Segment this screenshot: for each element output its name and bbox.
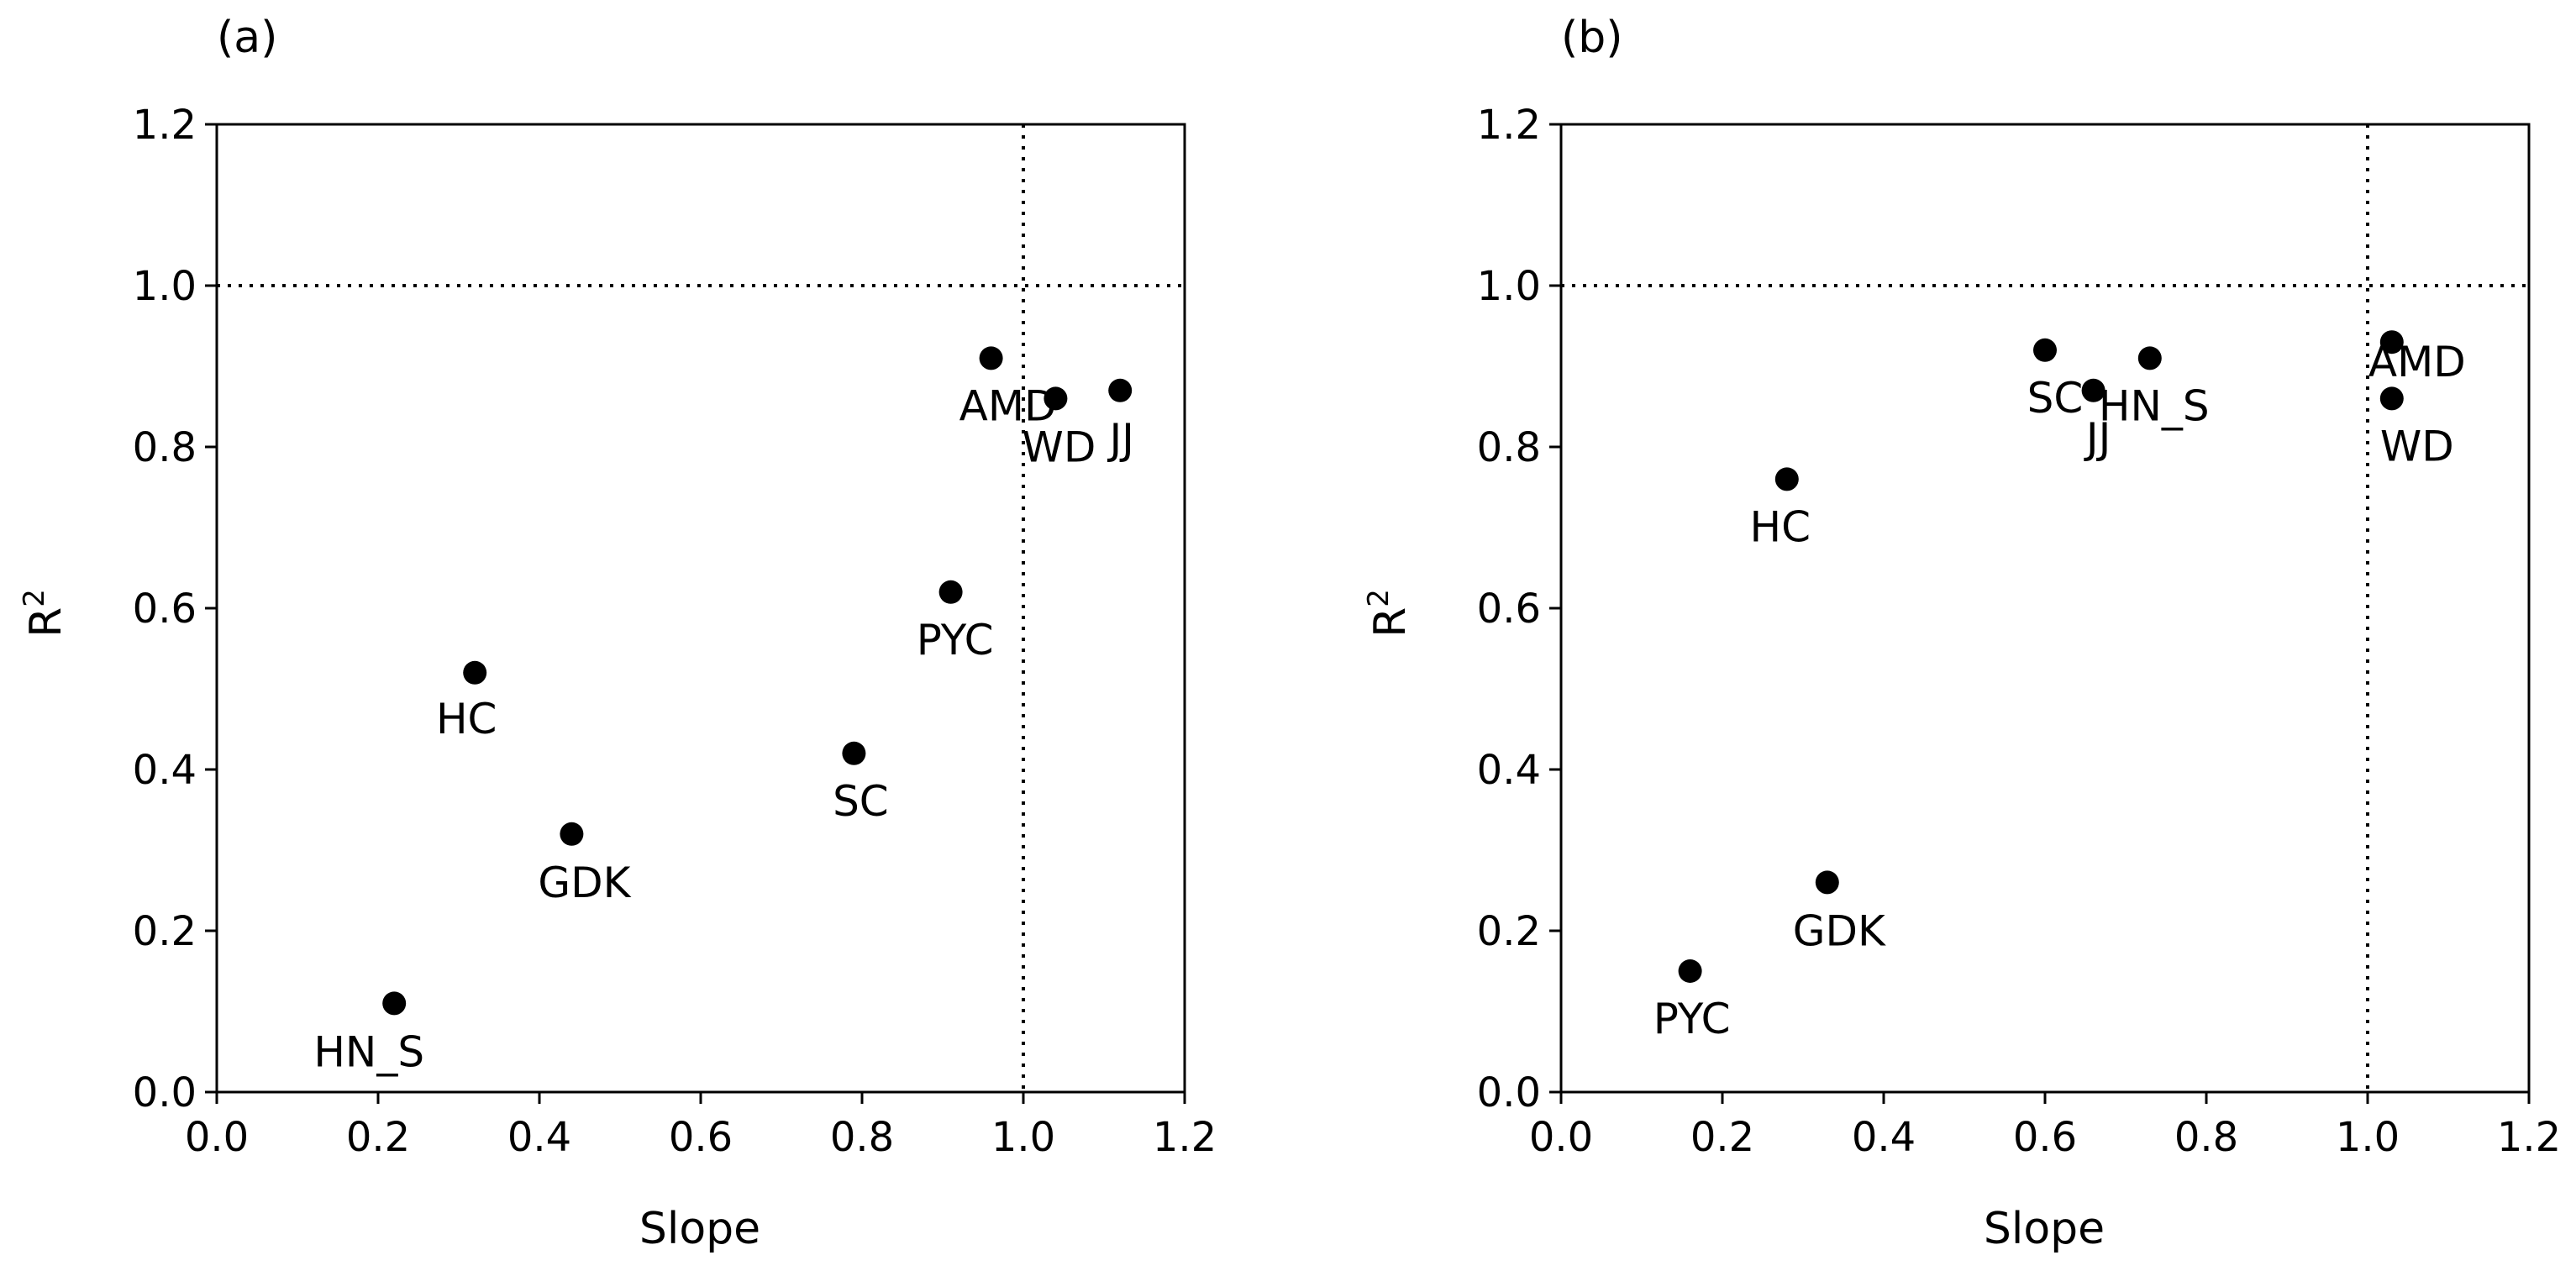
data-point-pyc [1678,959,1702,983]
x-tick-label: 0.8 [830,1114,894,1161]
x-tick-label: 0.6 [2013,1114,2077,1161]
panel-a-plot-elements: 0.0 0.2 0.4 0.6 0.8 1.0 1.2 0.0 0.2 0.4 0.6 0.8 1.0 1… [133,102,1217,1161]
y-tick-label: 0.2 [1477,908,1541,955]
data-point-hn-s [382,991,407,1016]
point-label: AMD [2368,338,2466,386]
point-label: WD [2380,422,2454,470]
x-tick-label: 1.2 [2497,1114,2561,1161]
y-tick-label: 0.0 [133,1069,197,1116]
y-tick-label: 1.2 [1477,102,1541,149]
y-tick-label: 0.6 [133,586,197,633]
point-label: SC [2027,374,2084,423]
x-tick-label: 0.2 [346,1114,410,1161]
point-label: HN_S [2099,381,2210,430]
point-label: HN_S [313,1027,424,1076]
data-point-gdk [560,822,584,846]
data-point-hc [463,660,487,685]
y-tick-label: 0.4 [133,747,197,794]
point-label: WD [1022,423,1096,471]
point-label: GDK [538,859,631,907]
y-tick-label: 1.0 [133,263,197,310]
x-tick-label: 0.4 [1852,1114,1916,1161]
point-label: HC [436,695,497,743]
data-point-pyc [938,580,963,604]
x-tick-label: 0.6 [669,1114,733,1161]
data-point-jj [1108,378,1133,402]
x-tick-label: 0.8 [2174,1114,2238,1161]
x-tick-label: 0.4 [507,1114,571,1161]
data-point-hc [1774,467,1799,491]
x-tick-label: 0.0 [185,1114,249,1161]
x-tick-label: 0.2 [1690,1114,1754,1161]
x-tick-label: 0.0 [1529,1114,1593,1161]
point-label: HC [1750,502,1811,551]
point-label: GDK [1793,906,1886,955]
x-tick-label: 1.0 [991,1114,1055,1161]
y-tick-label: 0.2 [133,908,197,955]
data-point-gdk [1815,870,1839,895]
y-tick-label: 1.2 [133,102,197,149]
y-tick-label: 0.8 [133,424,197,471]
y-axis-label-base: R [21,607,71,638]
y-axis-label-superscript: 2 [18,589,51,607]
y-tick-label: 1.0 [1477,263,1541,310]
panel-a: (a) Slope R2 0.0 0.2 0.4 0.6 0.8 1.0 1.2 0.0 0.2… [18,13,1217,1254]
panel-b-plot-elements: 0.0 0.2 0.4 0.6 0.8 1.0 1.2 0.0 0.2 0.4 0.6 0.8 1.0 1… [1477,102,2562,1161]
data-point-wd [2379,386,2404,411]
data-point-amd [979,346,1003,370]
y-tick-label: 0.0 [1477,1069,1541,1116]
x-tick-label: 1.2 [1153,1114,1217,1161]
data-point-amd [2379,330,2404,355]
point-label: JJ [1107,415,1134,464]
y-axis-label-base: R [1365,607,1416,638]
point-label: JJ [2084,414,2111,463]
panel-b: (b) Slope R2 0.0 0.2 0.4 0.6 0.8 1.0 1.2 0.0 0.2… [1362,13,2561,1254]
data-point-hn-s [2137,346,2162,370]
panel-label: (b) [1561,13,1623,63]
point-label: PYC [917,616,994,664]
y-axis-label: R2 [18,589,71,638]
y-tick-label: 0.6 [1477,586,1541,633]
point-label: AMD [959,381,1057,430]
y-axis-label: R2 [1362,589,1416,638]
y-tick-label: 0.4 [1477,747,1541,794]
x-tick-label: 1.0 [2336,1114,2400,1161]
y-tick-label: 0.8 [1477,424,1541,471]
data-point-sc [2033,338,2057,362]
data-point-wd [1044,386,1068,411]
x-axis-label: Slope [1984,1204,2105,1254]
point-label: PYC [1653,995,1731,1043]
data-point-sc [842,741,866,765]
y-axis-label-superscript: 2 [1362,589,1396,607]
data-point-jj [2081,378,2105,402]
x-axis-label: Slope [639,1204,760,1254]
point-label: SC [833,777,889,826]
panel-label: (a) [217,13,277,63]
